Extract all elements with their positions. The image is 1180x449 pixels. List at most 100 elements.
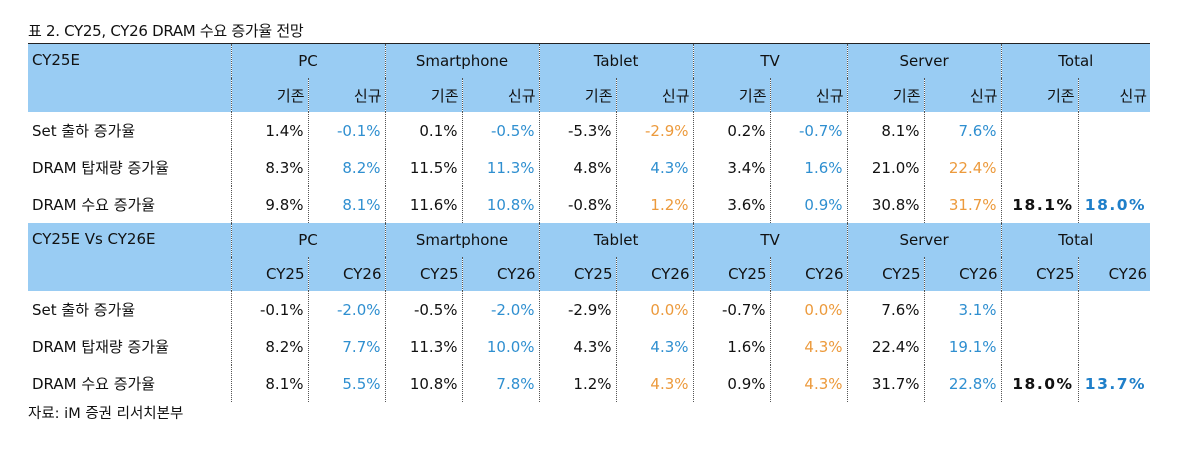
value-cell: 18.1% xyxy=(1000,186,1079,223)
sub-header-cell: 신규 xyxy=(307,78,386,112)
value-cell: 5.5% xyxy=(307,365,385,402)
value-cell: -0.1% xyxy=(230,291,308,328)
sub-header-cell: 기존 xyxy=(384,78,462,112)
value-cell: 7.8% xyxy=(461,365,540,402)
value-cell: 4.8% xyxy=(538,149,617,186)
value-cell: 3.6% xyxy=(692,186,771,223)
sub-header-cell: CY26 xyxy=(615,257,694,291)
table-row: DRAM 탑재량 증가율 8.3% 8.2% 11.5% 11.3% 4.8% 4.3% 3.… xyxy=(28,149,1151,186)
table-row: DRAM 수요 증가율 8.1% 5.5% 10.8% 7.8% 1.2% 4.3% 0.9%… xyxy=(28,365,1151,402)
row-label: DRAM 수요 증가율 xyxy=(32,196,156,214)
value-cell xyxy=(1000,112,1079,149)
group-header-smartphone: Smartphone xyxy=(384,223,540,257)
value-cell xyxy=(1077,291,1151,328)
sub-header-cell: 기존 xyxy=(692,78,771,112)
group-header-tv: TV xyxy=(692,223,848,257)
value-cell: 0.0% xyxy=(769,291,848,328)
table-row: Set 출하 증가율 -0.1% -2.0% -0.5% -2.0% -2.9% 0.0% -… xyxy=(28,291,1151,328)
sub-header-cell: CY26 xyxy=(769,257,848,291)
table-title: 표 2. CY25, CY26 DRAM 수요 증가율 전망 xyxy=(28,22,304,40)
table-row: Set 출하 증가율 1.4% -0.1% 0.1% -0.5% -5.3% -2.9% 0.… xyxy=(28,112,1151,149)
value-cell: 1.4% xyxy=(230,112,308,149)
row-label: DRAM 수요 증가율 xyxy=(32,375,156,393)
value-cell: 7.7% xyxy=(307,328,385,365)
group-header-tablet: Tablet xyxy=(538,223,694,257)
value-cell: 22.4% xyxy=(846,328,925,365)
value-cell: 11.3% xyxy=(384,328,462,365)
value-cell: 7.6% xyxy=(923,112,1002,149)
value-cell xyxy=(1077,149,1151,186)
sub-header-cell: CY26 xyxy=(461,257,540,291)
source-note: 자료: iM 증권 리서치본부 xyxy=(28,406,184,422)
value-cell: -0.7% xyxy=(769,112,848,149)
sub-header-cell: 신규 xyxy=(923,78,1002,112)
sub-header-cell: CY26 xyxy=(307,257,386,291)
value-cell: 0.1% xyxy=(384,112,462,149)
value-cell: -2.0% xyxy=(461,291,540,328)
value-cell: 4.3% xyxy=(769,328,848,365)
value-cell: 8.2% xyxy=(230,328,308,365)
table1-sub-header: 기존 신규 기존 신규 기존 신규 기존 신규 기존 신규 기존 신규 xyxy=(28,78,1151,112)
value-cell: 9.8% xyxy=(230,186,308,223)
value-cell: 4.3% xyxy=(615,149,694,186)
table-row: DRAM 탑재량 증가율 8.2% 7.7% 11.3% 10.0% 4.3% 4.3% 1.… xyxy=(28,328,1151,365)
value-cell: 11.6% xyxy=(384,186,462,223)
value-cell: 22.4% xyxy=(923,149,1002,186)
value-cell: 0.9% xyxy=(769,186,848,223)
value-cell: 22.8% xyxy=(923,365,1002,402)
table2-sub-header: CY25 CY26 CY25 CY26 CY25 CY26 CY25 CY26 CY25 CY26… xyxy=(28,257,1151,291)
value-cell: 4.3% xyxy=(769,365,848,402)
sub-header-cell: 신규 xyxy=(769,78,848,112)
value-cell: 13.7% xyxy=(1077,365,1151,402)
title-rule xyxy=(28,43,1150,44)
group-header-pc: PC xyxy=(230,223,385,257)
value-cell xyxy=(1077,328,1151,365)
value-cell: 11.3% xyxy=(461,149,540,186)
value-cell: 18.0% xyxy=(1000,365,1079,402)
value-cell: -0.8% xyxy=(538,186,617,223)
value-cell: 11.5% xyxy=(384,149,462,186)
sub-header-cell: 기존 xyxy=(846,78,925,112)
sub-header-cell: 신규 xyxy=(1077,78,1151,112)
dram-demand-table: CY25E PC Smartphone Tablet TV Server Total 기존 신규… xyxy=(28,44,1151,402)
group-header-server: Server xyxy=(846,223,1002,257)
group-header-tablet: Tablet xyxy=(538,44,694,78)
group-header-total: Total xyxy=(1000,223,1151,257)
value-cell: 8.1% xyxy=(846,112,925,149)
value-cell: 21.0% xyxy=(846,149,925,186)
value-cell: 0.0% xyxy=(615,291,694,328)
group-header-server: Server xyxy=(846,44,1002,78)
value-cell: 31.7% xyxy=(923,186,1002,223)
value-cell: 0.2% xyxy=(692,112,771,149)
value-cell: 10.8% xyxy=(384,365,462,402)
group-header-pc: PC xyxy=(230,44,385,78)
sub-header-cell: 기존 xyxy=(230,78,308,112)
row-label: DRAM 탑재량 증가율 xyxy=(32,159,169,177)
sub-header-cell: CY25 xyxy=(846,257,925,291)
table-row: DRAM 수요 증가율 9.8% 8.1% 11.6% 10.8% -0.8% 1.2% 3.… xyxy=(28,186,1151,223)
value-cell: 10.8% xyxy=(461,186,540,223)
value-cell: -5.3% xyxy=(538,112,617,149)
value-cell: -0.7% xyxy=(692,291,771,328)
value-cell: 1.2% xyxy=(538,365,617,402)
group-header-tv: TV xyxy=(692,44,848,78)
value-cell: 1.6% xyxy=(769,149,848,186)
sub-header-cell: CY25 xyxy=(1000,257,1079,291)
value-cell: 7.6% xyxy=(846,291,925,328)
sub-header-cell: 기존 xyxy=(538,78,617,112)
value-cell: 4.3% xyxy=(615,365,694,402)
value-cell: 4.3% xyxy=(615,328,694,365)
value-cell: -2.9% xyxy=(538,291,617,328)
sub-header-cell: CY26 xyxy=(923,257,1002,291)
value-cell: -0.5% xyxy=(461,112,540,149)
value-cell: 3.1% xyxy=(923,291,1002,328)
sub-header-cell: CY25 xyxy=(538,257,617,291)
table-body: CY25E PC Smartphone Tablet TV Server Total 기존 신규… xyxy=(28,44,1151,402)
value-cell: -0.1% xyxy=(307,112,385,149)
sub-header-cell: 기존 xyxy=(1000,78,1079,112)
value-cell: 19.1% xyxy=(923,328,1002,365)
group-header-smartphone: Smartphone xyxy=(384,44,540,78)
value-cell xyxy=(1000,291,1079,328)
value-cell: -0.5% xyxy=(384,291,462,328)
value-cell xyxy=(1077,112,1151,149)
